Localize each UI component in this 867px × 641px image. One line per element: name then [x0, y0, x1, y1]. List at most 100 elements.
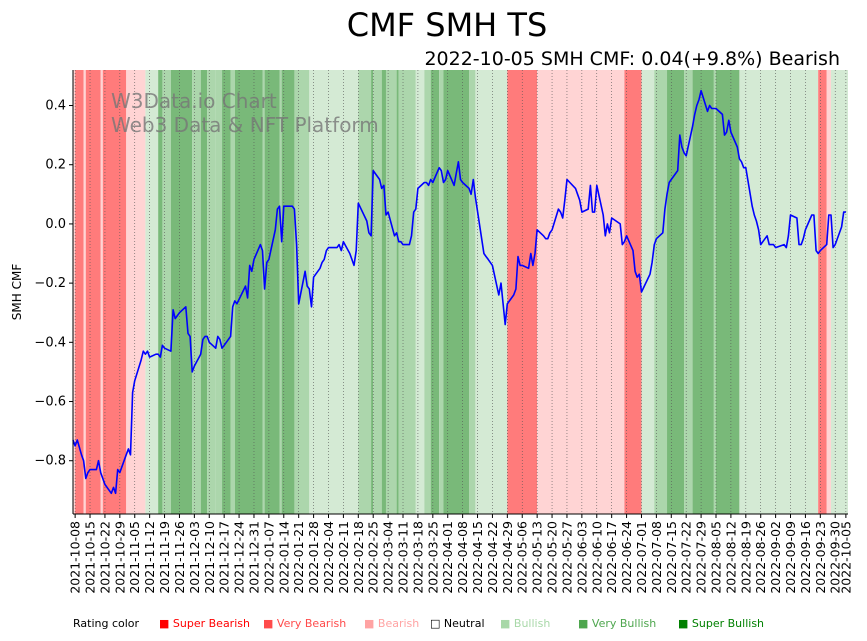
rating-band-very-bullish: [443, 70, 470, 514]
rating-band-very-bullish: [381, 70, 386, 514]
x-tick-label: 2022-07-22: [679, 521, 694, 594]
rating-band-bullish: [373, 70, 382, 514]
rating-band-bullish: [654, 70, 668, 514]
x-tick-label: 2022-08-12: [723, 521, 738, 594]
x-tick-label: 2022-02-04: [321, 521, 336, 594]
x-tick-label: 2021-10-08: [68, 521, 83, 594]
x-tick-label: 2021-10-22: [97, 521, 112, 594]
chart-subtitle: 2022-10-05 SMH CMF: 0.04(+9.8%) Bearish: [424, 48, 840, 70]
x-tick-label: 2022-03-11: [396, 521, 411, 594]
x-tick-label: 2021-12-17: [217, 521, 232, 594]
legend-title: Rating color: [73, 617, 140, 630]
x-tick-label: 2022-01-14: [276, 521, 291, 594]
rating-band-bullish: [684, 70, 693, 514]
y-tick-label: −0.4: [34, 335, 66, 350]
rating-band-very-bullish: [158, 70, 163, 514]
legend-item-super-bullish: ■ Super Bullish: [678, 617, 765, 630]
rating-band-very-bearish: [102, 70, 127, 514]
x-axis-ticks: 2021-10-08 2021-10-15 2021-10-22 2021-10-29…: [68, 514, 853, 594]
y-tick-label: −0.6: [34, 395, 66, 410]
x-tick-label: 2022-07-01: [634, 521, 649, 594]
rating-band-very-bullish: [200, 70, 208, 514]
rating-band-bullish: [207, 70, 216, 514]
legend-marker: ■: [500, 617, 511, 630]
x-tick-label: 2021-10-15: [83, 521, 98, 594]
rating-band-neutral: [739, 70, 819, 514]
y-axis-ticks: 0.4 0.2 0.0 −0.2 −0.4 −0.6 −0.8: [34, 99, 73, 469]
x-tick-label: 2022-06-03: [574, 521, 589, 594]
rating-band-bullish: [294, 70, 310, 514]
x-tick-label: 2022-02-11: [336, 521, 351, 594]
x-tick-label: 2022-01-21: [291, 521, 306, 594]
x-tick-label: 2022-09-16: [798, 521, 813, 594]
x-tick-label: 2022-06-10: [589, 521, 604, 594]
rating-band-bullish: [262, 70, 265, 514]
x-tick-label: 2022-04-22: [485, 521, 500, 594]
x-tick-label: 2022-03-18: [410, 521, 425, 594]
rating-band-bullish: [215, 70, 223, 514]
legend-item-super-bearish: ■ Super Bearish: [159, 617, 250, 630]
rating-band-bullish: [192, 70, 201, 514]
x-tick-label: 2022-05-20: [545, 521, 560, 594]
x-tick-label: 2021-12-10: [202, 521, 217, 594]
x-tick-label: 2022-04-15: [470, 521, 485, 594]
rating-band-very-bearish: [85, 70, 101, 514]
axes: [72, 70, 848, 515]
x-tick-label: 2021-12-31: [246, 521, 261, 594]
rating-band-bullish: [385, 70, 397, 514]
legend-marker: ■: [364, 617, 375, 630]
rating-band-neutral: [830, 70, 848, 514]
rating-band-bullish: [279, 70, 282, 514]
legend-marker: ■: [263, 617, 274, 630]
x-tick-label: 2022-04-08: [455, 521, 470, 594]
rating-band-very-bullish: [170, 70, 193, 514]
x-tick-label: 2022-01-07: [261, 521, 276, 594]
rating-band-very-bullish: [692, 70, 714, 514]
legend-item-very-bullish: ■ Very Bullish: [578, 617, 657, 630]
x-tick-label: 2022-09-23: [813, 521, 828, 594]
rating-band-bearish: [126, 70, 146, 514]
x-tick-label: 2021-11-12: [142, 521, 157, 594]
rating-band-bearish: [73, 70, 76, 514]
rating-band-very-bullish: [396, 70, 399, 514]
y-tick-label: −0.8: [34, 454, 66, 469]
x-tick-label: 2021-10-29: [112, 521, 127, 594]
rating-band-bullish: [713, 70, 716, 514]
x-tick-label: 2022-04-01: [440, 521, 455, 594]
rating-band-bearish: [826, 70, 831, 514]
cmf-line: [72, 89, 846, 495]
rating-band-very-bearish: [624, 70, 642, 514]
x-tick-label: 2022-07-29: [694, 521, 709, 594]
x-tick-label: 2021-12-24: [232, 521, 247, 594]
legend-item-bullish: ■ Bullish: [500, 617, 551, 630]
y-tick-label: 0.2: [45, 158, 66, 173]
x-tick-label: 2021-11-19: [157, 521, 172, 594]
x-tick-label: 2022-03-04: [381, 521, 396, 594]
watermark-line: Web3 Data & NFT Platform: [111, 113, 379, 137]
x-tick-label: 2022-08-26: [753, 521, 768, 594]
x-tick-label: 2022-02-25: [366, 521, 381, 594]
legend-item-very-bearish: ■ Very Bearish: [263, 617, 347, 630]
y-axis-label: SMH CMF: [10, 264, 24, 321]
legend-item-neutral: □ Neutral: [430, 617, 485, 630]
x-tick-label: 2022-08-19: [738, 521, 753, 594]
x-tick-label: 2022-06-24: [619, 521, 634, 594]
x-tick-label: 2021-11-26: [172, 521, 187, 594]
x-tick-label: 2022-05-13: [530, 521, 545, 594]
x-tick-label: 2022-05-06: [515, 521, 530, 594]
rating-band-bullish: [439, 70, 444, 514]
x-tick-label: 2022-09-02: [768, 521, 783, 594]
rating-band-bullish: [230, 70, 235, 514]
y-tick-label: 0.4: [45, 99, 66, 114]
rating-band-very-bullish: [222, 70, 231, 514]
x-tick-label: 2022-07-08: [649, 521, 664, 594]
x-tick-label: 2021-12-03: [187, 521, 202, 594]
x-tick-label: 2021-11-05: [127, 521, 142, 594]
x-tick-label: 2022-10-05: [838, 521, 853, 594]
y-tick-label: −0.2: [34, 276, 66, 291]
rating-band-neutral: [145, 70, 159, 514]
legend-marker: ■: [159, 617, 170, 630]
rating-band-bullish: [398, 70, 416, 514]
